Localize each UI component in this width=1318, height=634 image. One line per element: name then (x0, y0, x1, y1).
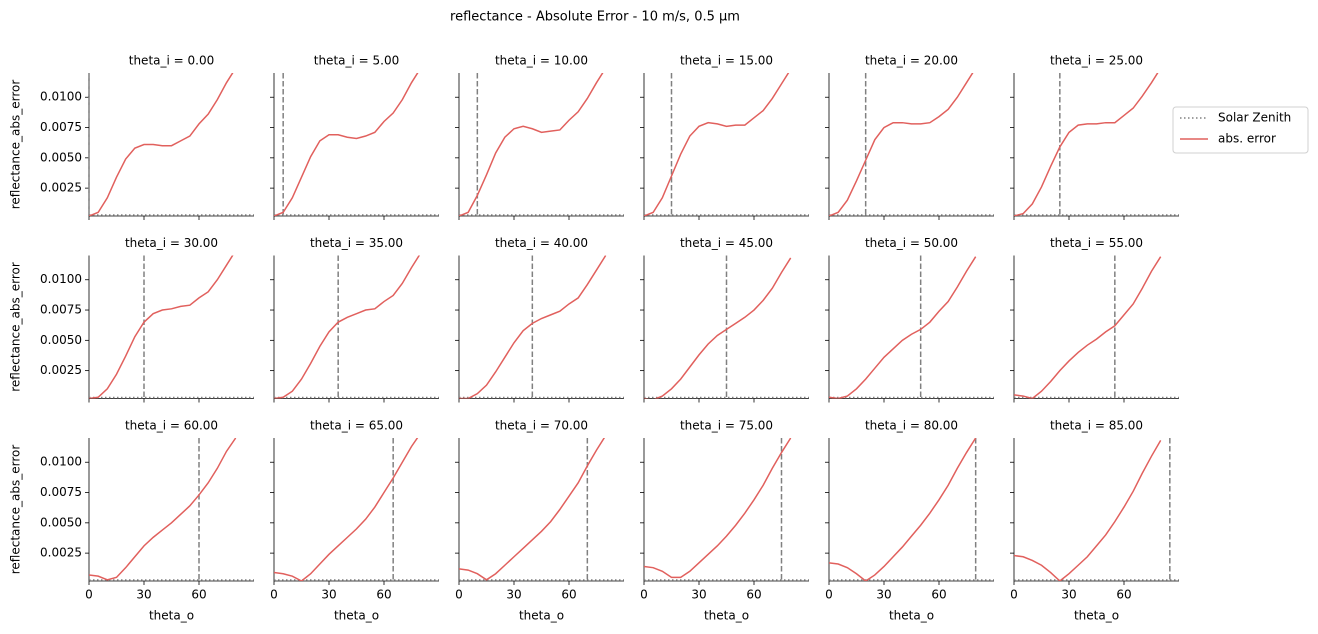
x-axis-label: theta_o (334, 609, 379, 623)
figure-title: reflectance - Absolute Error - 10 m/s, 0… (450, 10, 740, 25)
error-line (829, 73, 974, 216)
error-line (89, 255, 234, 399)
x-axis-label: theta_o (519, 609, 564, 623)
error-line (829, 438, 977, 581)
y-axis-label: reflectance_abs_error (9, 445, 23, 575)
panel-title: theta_i = 75.00 (680, 419, 773, 433)
error-line (644, 438, 792, 579)
y-axis-label: reflectance_abs_error (9, 80, 23, 210)
panel-title: theta_i = 15.00 (680, 54, 773, 68)
error-line (89, 438, 237, 581)
error-line (1014, 73, 1159, 216)
y-tick-label: 0.0050 (40, 515, 82, 529)
panel-title: theta_i = 60.00 (125, 419, 218, 433)
y-tick-label: 0.0075 (40, 485, 82, 499)
panel-title: theta_i = 35.00 (310, 236, 403, 250)
x-tick-label: 0 (270, 588, 278, 602)
x-tick-label: 30 (506, 588, 521, 602)
error-line (1014, 440, 1162, 581)
panel-title: theta_i = 30.00 (125, 236, 218, 250)
error-line (644, 257, 792, 399)
error-line (459, 438, 606, 581)
error-line (1014, 256, 1162, 399)
error-line (829, 256, 977, 399)
x-tick-label: 60 (561, 588, 576, 602)
error-line (274, 255, 421, 399)
x-tick-label: 30 (321, 588, 336, 602)
y-tick-label: 0.0075 (40, 303, 82, 317)
x-tick-label: 60 (746, 588, 761, 602)
x-tick-label: 60 (1116, 588, 1131, 602)
panel-title: theta_i = 50.00 (865, 236, 958, 250)
x-axis-label: theta_o (1074, 609, 1119, 623)
y-tick-label: 0.0050 (40, 150, 82, 164)
y-tick-label: 0.0050 (40, 333, 82, 347)
panel-title: theta_i = 5.00 (314, 54, 400, 68)
error-line (274, 73, 419, 216)
panel-title: theta_i = 80.00 (865, 419, 958, 433)
error-line (459, 255, 607, 399)
panel-title: theta_i = 40.00 (495, 236, 588, 250)
panel-title: theta_i = 85.00 (1050, 419, 1143, 433)
error-line (89, 73, 234, 216)
panel-title: theta_i = 25.00 (1050, 54, 1143, 68)
y-tick-label: 0.0075 (40, 120, 82, 134)
error-line (644, 73, 790, 216)
y-axis-label: reflectance_abs_error (9, 262, 23, 392)
x-axis-label: theta_o (889, 609, 934, 623)
legend-label: Solar Zenith (1218, 111, 1291, 125)
legend-label: abs. error (1218, 132, 1276, 146)
x-tick-label: 0 (85, 588, 93, 602)
x-tick-label: 60 (931, 588, 946, 602)
y-tick-label: 0.0100 (40, 272, 82, 286)
x-tick-label: 60 (191, 588, 206, 602)
x-tick-label: 30 (136, 588, 151, 602)
x-tick-label: 0 (455, 588, 463, 602)
error-line (274, 438, 419, 581)
x-axis-label: theta_o (149, 609, 194, 623)
panel-title: theta_i = 70.00 (495, 419, 588, 433)
x-tick-label: 0 (1010, 588, 1018, 602)
panel-title: theta_i = 10.00 (495, 54, 588, 68)
x-tick-label: 0 (640, 588, 648, 602)
x-tick-label: 30 (1061, 588, 1076, 602)
y-tick-label: 0.0100 (40, 455, 82, 469)
panel-title: theta_i = 55.00 (1050, 236, 1143, 250)
x-axis-label: theta_o (704, 609, 749, 623)
y-tick-label: 0.0025 (40, 546, 82, 560)
x-tick-label: 30 (691, 588, 706, 602)
panel-title: theta_i = 65.00 (310, 419, 403, 433)
panel-title: theta_i = 0.00 (129, 54, 215, 68)
y-tick-label: 0.0025 (40, 363, 82, 377)
legend-box (1172, 106, 1309, 154)
x-tick-label: 0 (825, 588, 833, 602)
x-tick-label: 60 (376, 588, 391, 602)
y-tick-label: 0.0100 (40, 90, 82, 104)
y-tick-label: 0.0025 (40, 181, 82, 195)
x-tick-label: 30 (876, 588, 891, 602)
panel-title: theta_i = 20.00 (865, 54, 958, 68)
panel-title: theta_i = 45.00 (680, 236, 773, 250)
error-line (459, 73, 604, 216)
